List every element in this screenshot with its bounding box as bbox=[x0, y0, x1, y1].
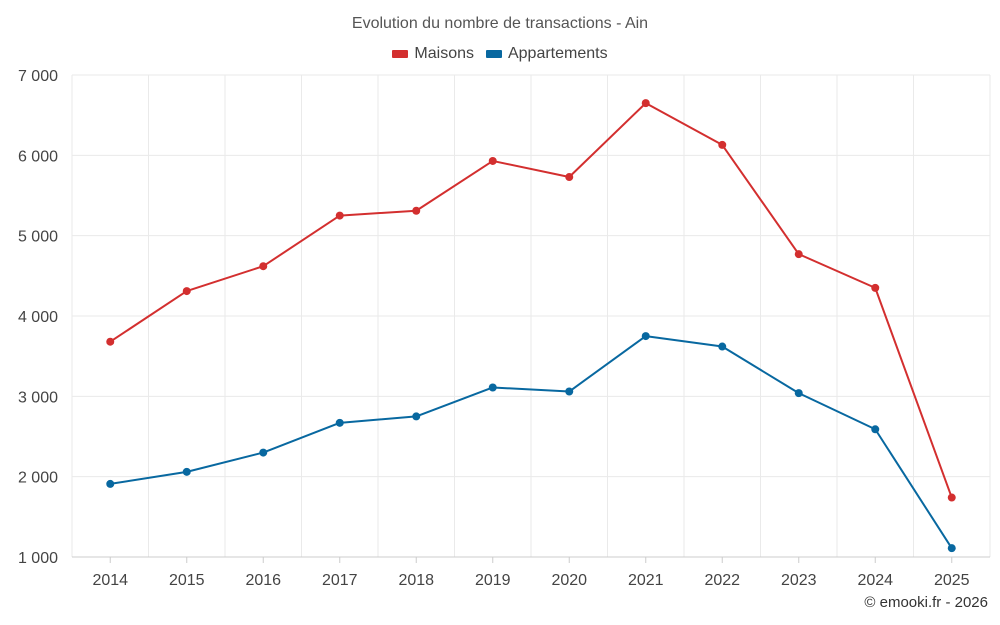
y-tick-label: 3 000 bbox=[18, 389, 58, 406]
data-point-appartements[interactable] bbox=[259, 448, 268, 457]
y-tick-label: 7 000 bbox=[18, 68, 58, 85]
y-tick-label: 2 000 bbox=[18, 470, 58, 487]
data-point-maisons[interactable] bbox=[488, 156, 497, 165]
chart-title: Evolution du nombre de transactions - Ai… bbox=[351, 15, 649, 32]
data-point-maisons[interactable] bbox=[718, 140, 727, 149]
legend-item-appartements[interactable]: Appartements bbox=[485, 45, 608, 63]
x-tick-label: 2021 bbox=[628, 572, 664, 589]
series-line-maisons bbox=[109, 102, 953, 498]
data-point-appartements[interactable] bbox=[335, 418, 344, 427]
data-point-appartements[interactable] bbox=[871, 425, 880, 434]
data-point-maisons[interactable] bbox=[182, 287, 191, 296]
data-point-appartements[interactable] bbox=[641, 332, 650, 341]
x-tick-label: 2015 bbox=[169, 572, 205, 589]
credit-text: © emooki.fr - 2026 bbox=[864, 594, 988, 611]
x-tick-label: 2025 bbox=[934, 572, 970, 589]
data-point-maisons[interactable] bbox=[871, 283, 880, 292]
y-tick-label: 1 000 bbox=[18, 550, 58, 567]
x-tick-label: 2017 bbox=[322, 572, 358, 589]
x-tick-label: 2024 bbox=[857, 572, 893, 589]
legend-swatch-appartements bbox=[485, 50, 502, 58]
data-point-maisons[interactable] bbox=[412, 206, 421, 215]
data-point-maisons[interactable] bbox=[106, 337, 115, 346]
data-point-maisons[interactable] bbox=[565, 173, 574, 182]
y-tick-label: 6 000 bbox=[18, 148, 58, 165]
chart-legend: Maisons Appartements bbox=[0, 45, 1000, 63]
data-point-appartements[interactable] bbox=[412, 412, 421, 421]
data-point-appartements[interactable] bbox=[947, 544, 956, 553]
x-tick-label: 2014 bbox=[92, 572, 128, 589]
data-point-maisons[interactable] bbox=[794, 250, 803, 259]
legend-label-appartements: Appartements bbox=[507, 45, 608, 62]
x-tick-label: 2019 bbox=[475, 572, 511, 589]
data-point-appartements[interactable] bbox=[565, 387, 574, 396]
y-tick-label: 5 000 bbox=[18, 229, 58, 246]
x-tick-label: 2022 bbox=[704, 572, 740, 589]
series-line-appartements bbox=[110, 335, 953, 549]
x-tick-label: 2023 bbox=[781, 572, 817, 589]
y-tick-label: 4 000 bbox=[18, 309, 58, 326]
data-point-maisons[interactable] bbox=[259, 262, 268, 271]
data-point-appartements[interactable] bbox=[718, 342, 727, 351]
data-point-appartements[interactable] bbox=[488, 383, 497, 392]
x-tick-label: 2020 bbox=[551, 572, 587, 589]
legend-swatch-maisons bbox=[392, 50, 409, 58]
data-point-maisons[interactable] bbox=[641, 99, 650, 108]
legend-label-maisons: Maisons bbox=[414, 45, 474, 62]
data-point-appartements[interactable] bbox=[794, 389, 803, 398]
legend-item-maisons[interactable]: Maisons bbox=[392, 45, 474, 63]
data-point-appartements[interactable] bbox=[106, 479, 115, 488]
data-point-appartements[interactable] bbox=[182, 467, 191, 476]
data-point-maisons[interactable] bbox=[947, 493, 956, 502]
data-point-maisons[interactable] bbox=[335, 211, 344, 220]
x-tick-label: 2016 bbox=[245, 572, 281, 589]
x-tick-label: 2018 bbox=[398, 572, 434, 589]
